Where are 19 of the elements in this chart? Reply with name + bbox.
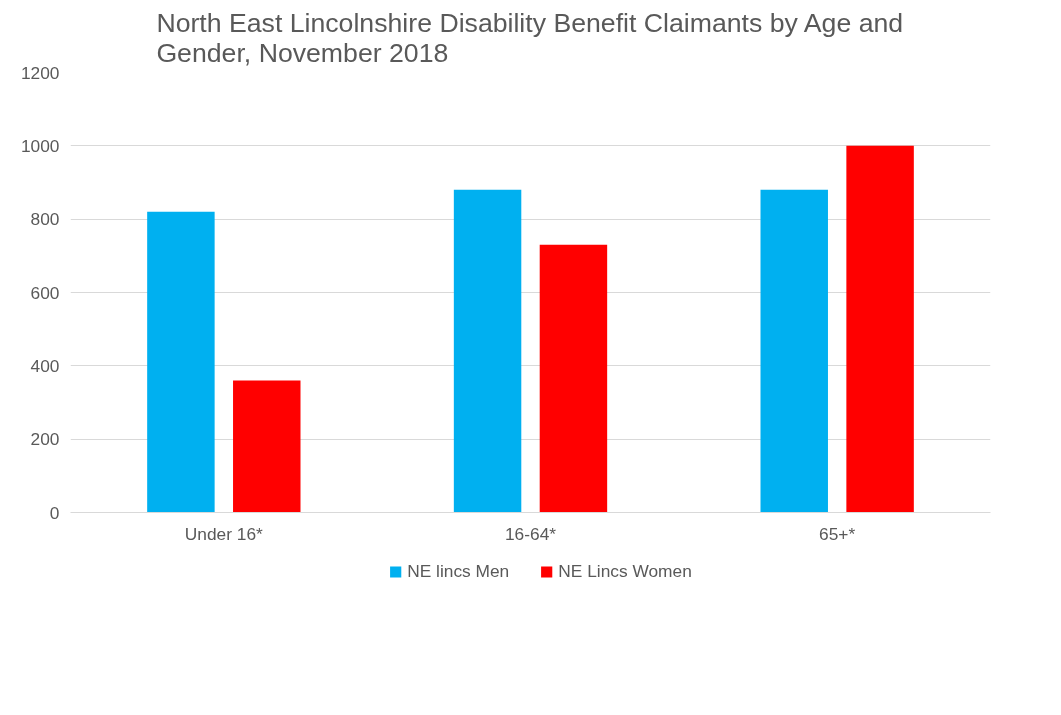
chart-title: North East Lincolnshire Disability Benefit Claimants by Age and Gender, November 2018 bbox=[156, 7, 904, 68]
y-tick-label: 800 bbox=[30, 209, 60, 230]
y-tick-label: 1000 bbox=[20, 135, 60, 156]
y-tick-label: 400 bbox=[30, 355, 60, 376]
bar bbox=[147, 211, 215, 513]
x-tick-label: 65+* bbox=[819, 523, 856, 544]
y-tick-label: 0 bbox=[49, 502, 60, 523]
x-tick-label: Under 16* bbox=[184, 523, 264, 544]
y-tick-label: 1200 bbox=[20, 62, 60, 83]
bar bbox=[846, 145, 914, 513]
bar bbox=[453, 189, 522, 513]
bar bbox=[539, 244, 608, 513]
x-tick-label: 16-64* bbox=[504, 523, 557, 544]
legend-label: NE Lincs Women bbox=[558, 560, 692, 582]
legend-label: NE lincs Men bbox=[407, 560, 510, 582]
y-tick-label: 200 bbox=[30, 429, 60, 450]
y-tick-label: 600 bbox=[30, 282, 60, 303]
bar bbox=[233, 380, 301, 513]
bar bbox=[760, 189, 828, 513]
